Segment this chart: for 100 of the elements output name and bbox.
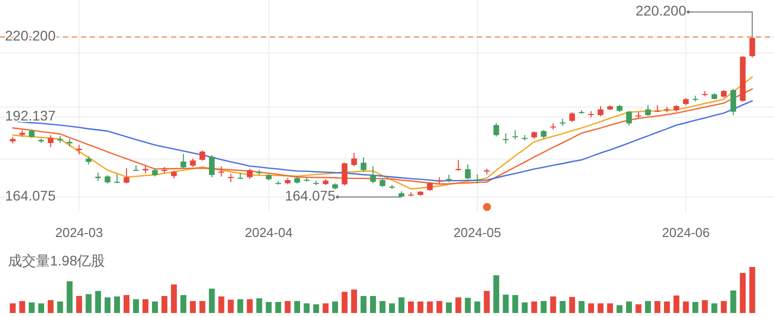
bar: [749, 267, 756, 313]
bar: [616, 305, 622, 313]
bar: [162, 296, 168, 313]
candlestick: [645, 104, 651, 116]
bar: [228, 300, 234, 313]
bar: [19, 301, 26, 313]
candlestick: [598, 106, 604, 117]
candlestick: [730, 88, 736, 116]
bar: [464, 298, 471, 313]
bar: [720, 301, 727, 313]
bar: [152, 302, 158, 313]
bar: [702, 300, 708, 313]
bar: [104, 297, 110, 313]
bar: [114, 296, 120, 313]
candlestick: [208, 154, 215, 178]
x-tick-label: 2024-05: [453, 225, 502, 240]
bar: [322, 303, 329, 313]
x-tick-label: 2024-03: [55, 225, 103, 240]
bar: [28, 302, 35, 313]
bar: [493, 275, 500, 313]
bar: [170, 284, 177, 313]
candlestick: [474, 174, 480, 184]
bar: [389, 303, 395, 313]
bar: [218, 296, 224, 313]
annotation: 164.075: [284, 188, 336, 204]
candlestick: [569, 112, 575, 122]
bar: [426, 302, 433, 313]
bar: [208, 288, 215, 313]
candlestick: [370, 166, 376, 184]
bar: [237, 299, 244, 313]
candlestick: [180, 153, 186, 170]
bar: [86, 294, 92, 313]
bar: [730, 290, 736, 313]
candlestick: [342, 162, 348, 186]
bar: [199, 301, 206, 313]
bar: [436, 301, 442, 313]
bar: [133, 299, 139, 313]
bar: [294, 301, 300, 313]
bar: [66, 281, 73, 313]
bar: [398, 297, 404, 313]
bar: [682, 302, 689, 313]
candlestick: [502, 132, 509, 144]
bar: [607, 303, 613, 313]
candlestick: [464, 164, 471, 180]
candlestick: [76, 144, 82, 155]
bar: [560, 301, 566, 313]
bar: [142, 299, 148, 313]
chart-title: 成交量1.98亿股: [8, 252, 106, 269]
bar: [740, 272, 746, 313]
bar: [190, 301, 196, 313]
bar: [342, 292, 348, 313]
bar: [598, 303, 604, 313]
bar: [484, 290, 490, 313]
bar: [380, 301, 386, 313]
bar: [48, 300, 54, 313]
bar: [588, 303, 594, 313]
bar: [569, 296, 576, 313]
bar: [360, 296, 366, 313]
bar: [550, 296, 556, 313]
bar: [673, 296, 680, 313]
bar: [531, 302, 538, 313]
bar: [626, 302, 632, 313]
candlestick: [124, 168, 130, 184]
bar: [332, 302, 338, 313]
bar: [313, 304, 320, 313]
bar: [275, 302, 282, 313]
bar: [10, 303, 16, 313]
bar: [38, 303, 44, 313]
candlestick: [512, 130, 518, 140]
bar: [284, 301, 291, 313]
candlestick: [48, 134, 54, 148]
candlestick: [200, 150, 206, 162]
x-tick-label: 2024-06: [662, 225, 710, 240]
bar: [76, 296, 82, 313]
bar: [522, 302, 528, 313]
bar: [408, 302, 414, 313]
annotation: 220.200: [636, 2, 686, 19]
bar: [95, 290, 102, 313]
bar: [124, 295, 130, 313]
bar: [417, 302, 424, 313]
bar: [246, 299, 253, 313]
x-tick-label: 2024-04: [244, 225, 293, 240]
bar: [540, 301, 547, 313]
bar: [664, 302, 670, 313]
bar: [474, 302, 480, 313]
bar: [654, 301, 660, 313]
bar: [351, 290, 357, 313]
bar: [370, 296, 376, 313]
candlestick: [626, 110, 632, 126]
bar: [578, 301, 585, 313]
candlestick: [493, 122, 500, 137]
bar: [636, 304, 642, 313]
bar: [711, 303, 718, 313]
bar: [502, 294, 509, 313]
bar: [455, 297, 462, 313]
bar: [645, 301, 651, 313]
candlestick: [351, 152, 357, 167]
candlestick: [749, 36, 756, 58]
bar: [304, 303, 310, 313]
candlestick: [360, 156, 366, 172]
